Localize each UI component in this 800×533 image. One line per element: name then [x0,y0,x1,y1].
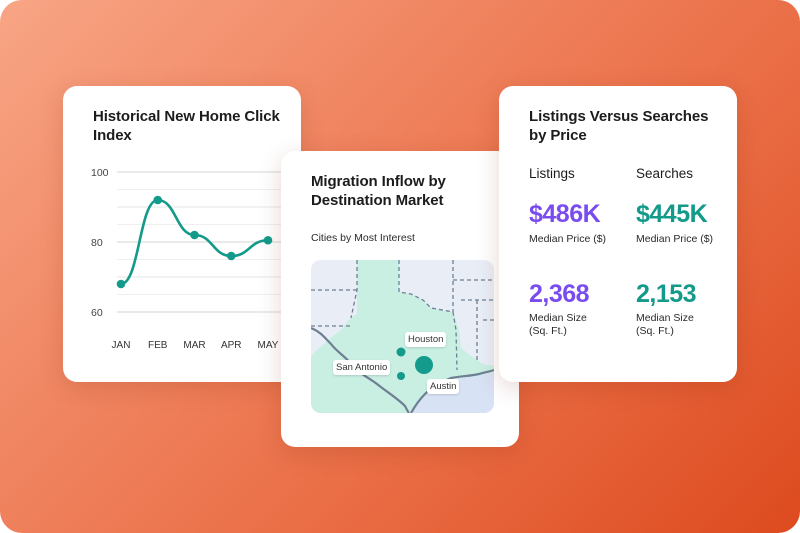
listings-heading: Listings [529,166,575,181]
x-tick-label: JAN [112,340,131,351]
searches-median-size: 2,153 [636,280,697,308]
listings-card: Listings Versus Searches by Price Listin… [499,86,737,382]
data-point-jan [116,279,126,289]
listings-median-price: $486K [529,200,601,228]
city-tag-austin: Austin [427,379,460,394]
click-index-line [119,198,270,286]
city-tag-houston: Houston [405,332,447,347]
data-point-apr [226,251,236,261]
x-tick-label: MAY [258,340,279,351]
x-tick-label: FEB [148,340,168,351]
migration-subtitle: Cities by Most Interest [311,232,415,244]
searches-median-price: $445K [636,200,708,228]
listings-title: Listings Versus Searches by Price [529,108,709,144]
city-dot-houston-area [396,347,406,357]
x-tick-label: APR [221,340,242,351]
migration-card: Migration Inflow by Destination Market C… [281,151,519,447]
click-index-title: Historical New Home Click Index [93,108,280,144]
click-index-card: Historical New Home Click Index 60 80 100 J… [63,86,301,382]
searches-size-label: Median Size (Sq. Ft.) [636,312,694,337]
listings-size-label: Median Size (Sq. Ft.) [529,312,587,337]
data-point-feb [153,195,163,205]
listings-price-label: Median Price ($) [529,233,607,245]
map-graphic [311,260,494,413]
migration-title: Migration Inflow by Destination Market [311,173,446,209]
y-tick-label: 60 [91,307,103,319]
y-tick-label: 80 [91,237,103,249]
x-tick-label: MAR [183,340,205,351]
city-tag-san-antonio: San Antonio [333,360,391,375]
click-index-chart: 60 80 100 JAN FEB MAR APR MAY [91,167,283,351]
city-dot-austin [415,356,433,374]
listings-median-size: 2,368 [529,280,590,308]
y-tick-label: 100 [91,167,109,179]
city-dot-san-antonio [397,372,405,380]
migration-map: Houston San Antonio Austin [311,260,494,413]
searches-heading: Searches [636,166,694,181]
searches-price-label: Median Price ($) [636,233,714,245]
data-point-may [263,235,273,245]
data-point-mar [190,230,199,240]
